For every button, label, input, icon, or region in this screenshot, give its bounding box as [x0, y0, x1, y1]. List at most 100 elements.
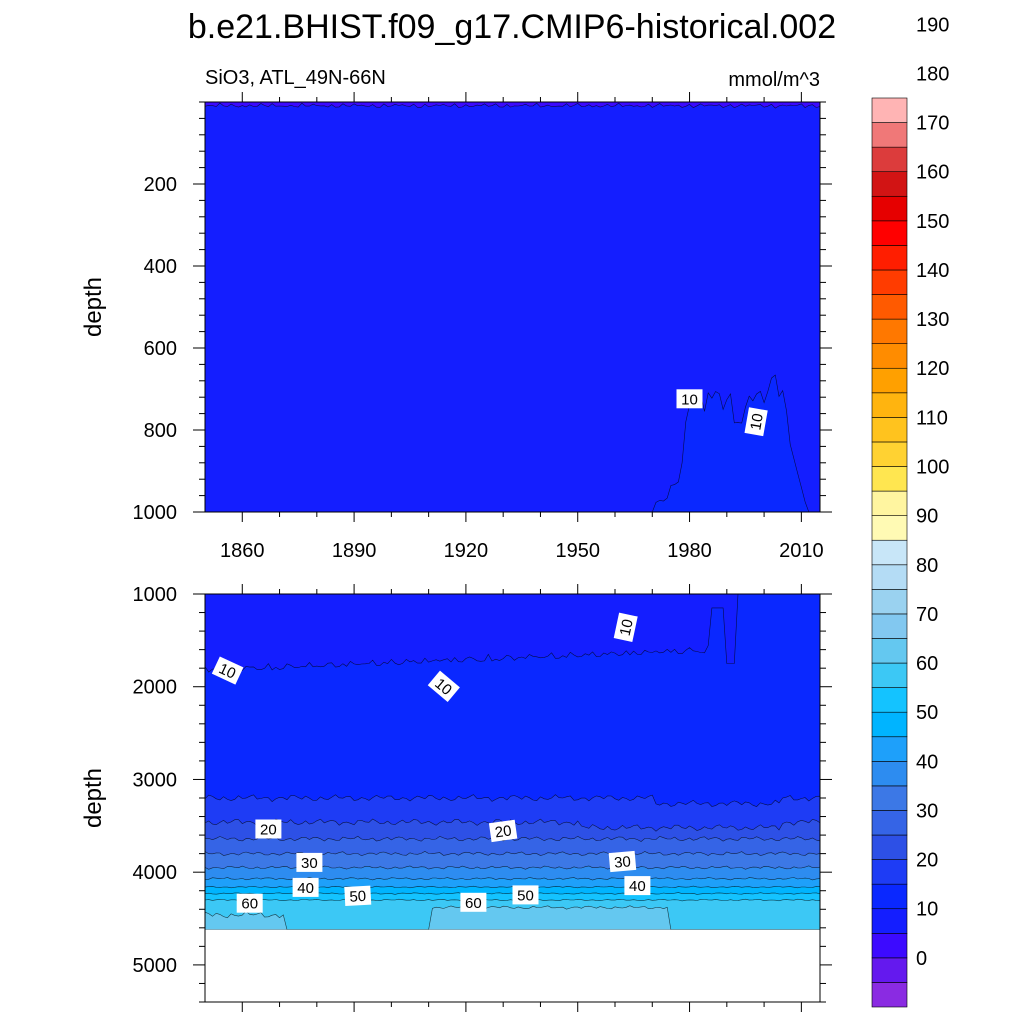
colorbar-box: [871, 711, 908, 738]
variable-label: SiO3, ATL_49N-66N: [205, 67, 386, 89]
lower-contour-label-4: 20: [255, 819, 282, 839]
lower-contour-label-3-text: 10: [617, 618, 637, 638]
lower-ytick-label: 5000: [133, 955, 178, 977]
colorbar-box: [871, 441, 908, 467]
lower-contour-label-4-box: [255, 819, 282, 839]
colorbar-box: [871, 195, 908, 222]
lower-ytick-label: 1000: [133, 584, 178, 606]
lower-contour-label-12-text: 60: [241, 896, 258, 913]
colorbar-box: [871, 785, 908, 811]
chart-title: b.e21.BHIST.f09_g17.CMIP6-historical.002: [188, 8, 836, 46]
colorbar-box: [871, 589, 908, 615]
colorbar-label: 190: [916, 14, 949, 36]
colorbar-label: 180: [916, 63, 949, 85]
colorbar-box: [871, 687, 908, 713]
lower-contour-label-5-box: [488, 819, 518, 843]
lower-contour-label-11: 50: [512, 885, 539, 905]
colorbar-box: [871, 564, 908, 590]
lower-ytick-label: 3000: [133, 769, 178, 791]
lower-contour-label-7-text: 30: [613, 853, 631, 871]
colorbar-box: [871, 97, 908, 123]
lower-contour-label-4-text: 20: [260, 822, 277, 839]
colorbar-label: 60: [916, 653, 938, 675]
lower-contour-label-6-text: 30: [301, 855, 318, 872]
colorbar-box: [871, 810, 908, 836]
colorbar-label: 40: [916, 751, 938, 773]
colorbar-box: [871, 466, 908, 492]
colorbar-box: [871, 957, 908, 983]
colorbar-label: 110: [916, 407, 948, 429]
lower-contour-label-10-text: 50: [349, 888, 367, 906]
colorbar-label: 0: [916, 948, 927, 970]
upper-xtick-label: 1920: [444, 540, 489, 562]
lower-contour-label-1-box: [211, 656, 244, 685]
upper-contour-label-2: 10: [744, 407, 768, 437]
colorbar-label: 90: [916, 506, 938, 528]
colorbar-box: [871, 294, 908, 320]
colorbar-box: [871, 245, 908, 271]
colorbar-box: [871, 220, 908, 246]
lower-contour-label-6: 30: [296, 852, 323, 872]
colorbar-box: [871, 834, 908, 860]
upper-xtick-label: 1950: [555, 540, 600, 562]
lower-contour-label-2-box: [427, 670, 460, 702]
colorbar-box: [871, 736, 908, 762]
colorbar-label: 140: [916, 260, 949, 282]
lower-no-data: [205, 929, 820, 1002]
upper-ylabel: depth: [80, 277, 107, 337]
lower-contour-label-5-text: 20: [494, 822, 513, 841]
colorbar-box: [871, 318, 908, 344]
colorbar-box: [871, 122, 908, 148]
lower-ytick-label: 2000: [133, 677, 178, 699]
colorbar-label: 20: [916, 850, 938, 872]
lower-contour-label-13-text: 60: [465, 895, 482, 912]
colorbar-box: [871, 883, 908, 910]
colorbar-box: [871, 343, 908, 369]
upper-ytick-label: 200: [144, 174, 177, 196]
colorbar-label: 170: [916, 113, 949, 135]
colorbar-label: 100: [916, 457, 949, 479]
colorbar-label: 30: [916, 801, 938, 823]
upper-contour-label-1-box: [676, 389, 703, 409]
lower-ytick-label: 4000: [133, 862, 178, 884]
colorbar-box: [871, 515, 908, 541]
lower-contour-label-8-box: [292, 877, 319, 897]
upper-xtick-label: 1890: [332, 540, 377, 562]
colorbar-box: [871, 932, 908, 959]
upper-ytick-label: 800: [144, 420, 177, 442]
upper-xtick-label: 1980: [667, 540, 712, 562]
colorbar-box: [871, 638, 908, 664]
lower-contour-label-9-box: [624, 876, 651, 896]
upper-frame: [204, 101, 821, 513]
lower-contour-label-7: 30: [608, 850, 637, 873]
colorbar-box: [871, 146, 908, 173]
upper-contour-label-2-text: 10: [747, 412, 767, 431]
lower-contour-label-1-text: 10: [216, 660, 238, 682]
lower-contour-label-3: 10: [613, 612, 638, 642]
lower-contour-label-3-box: [613, 612, 638, 642]
lower-contour-label-6-box: [296, 852, 323, 872]
lower-contour-label-2: 10: [427, 670, 460, 702]
upper-ytick-label: 1000: [133, 502, 178, 524]
colorbar-box: [871, 761, 908, 787]
lower-ylabel: depth: [80, 768, 107, 828]
colorbar-label: 130: [916, 309, 949, 331]
colorbar-label: 50: [916, 702, 938, 724]
upper-ytick-label: 400: [144, 256, 177, 278]
upper-contour-label-2-box: [744, 407, 768, 437]
upper-xtick-label: 2010: [779, 540, 824, 562]
colorbar-label: 160: [916, 162, 949, 184]
colorbar-box: [871, 269, 908, 295]
colorbar-box: [871, 908, 908, 934]
lower-contour-label-11-box: [512, 885, 539, 905]
lower-contour-label-9: 40: [624, 876, 651, 896]
lower-contour-label-11-text: 50: [517, 887, 534, 904]
upper-ytick-label: 600: [144, 338, 177, 360]
colorbar-box: [871, 392, 908, 418]
colorbar-box: [871, 367, 908, 394]
upper-contour-label-1: 10: [676, 389, 703, 409]
lower-contour-label-1: 10: [211, 656, 244, 685]
colorbar-box: [871, 490, 908, 516]
lower-contour-label-13: 60: [460, 892, 487, 912]
